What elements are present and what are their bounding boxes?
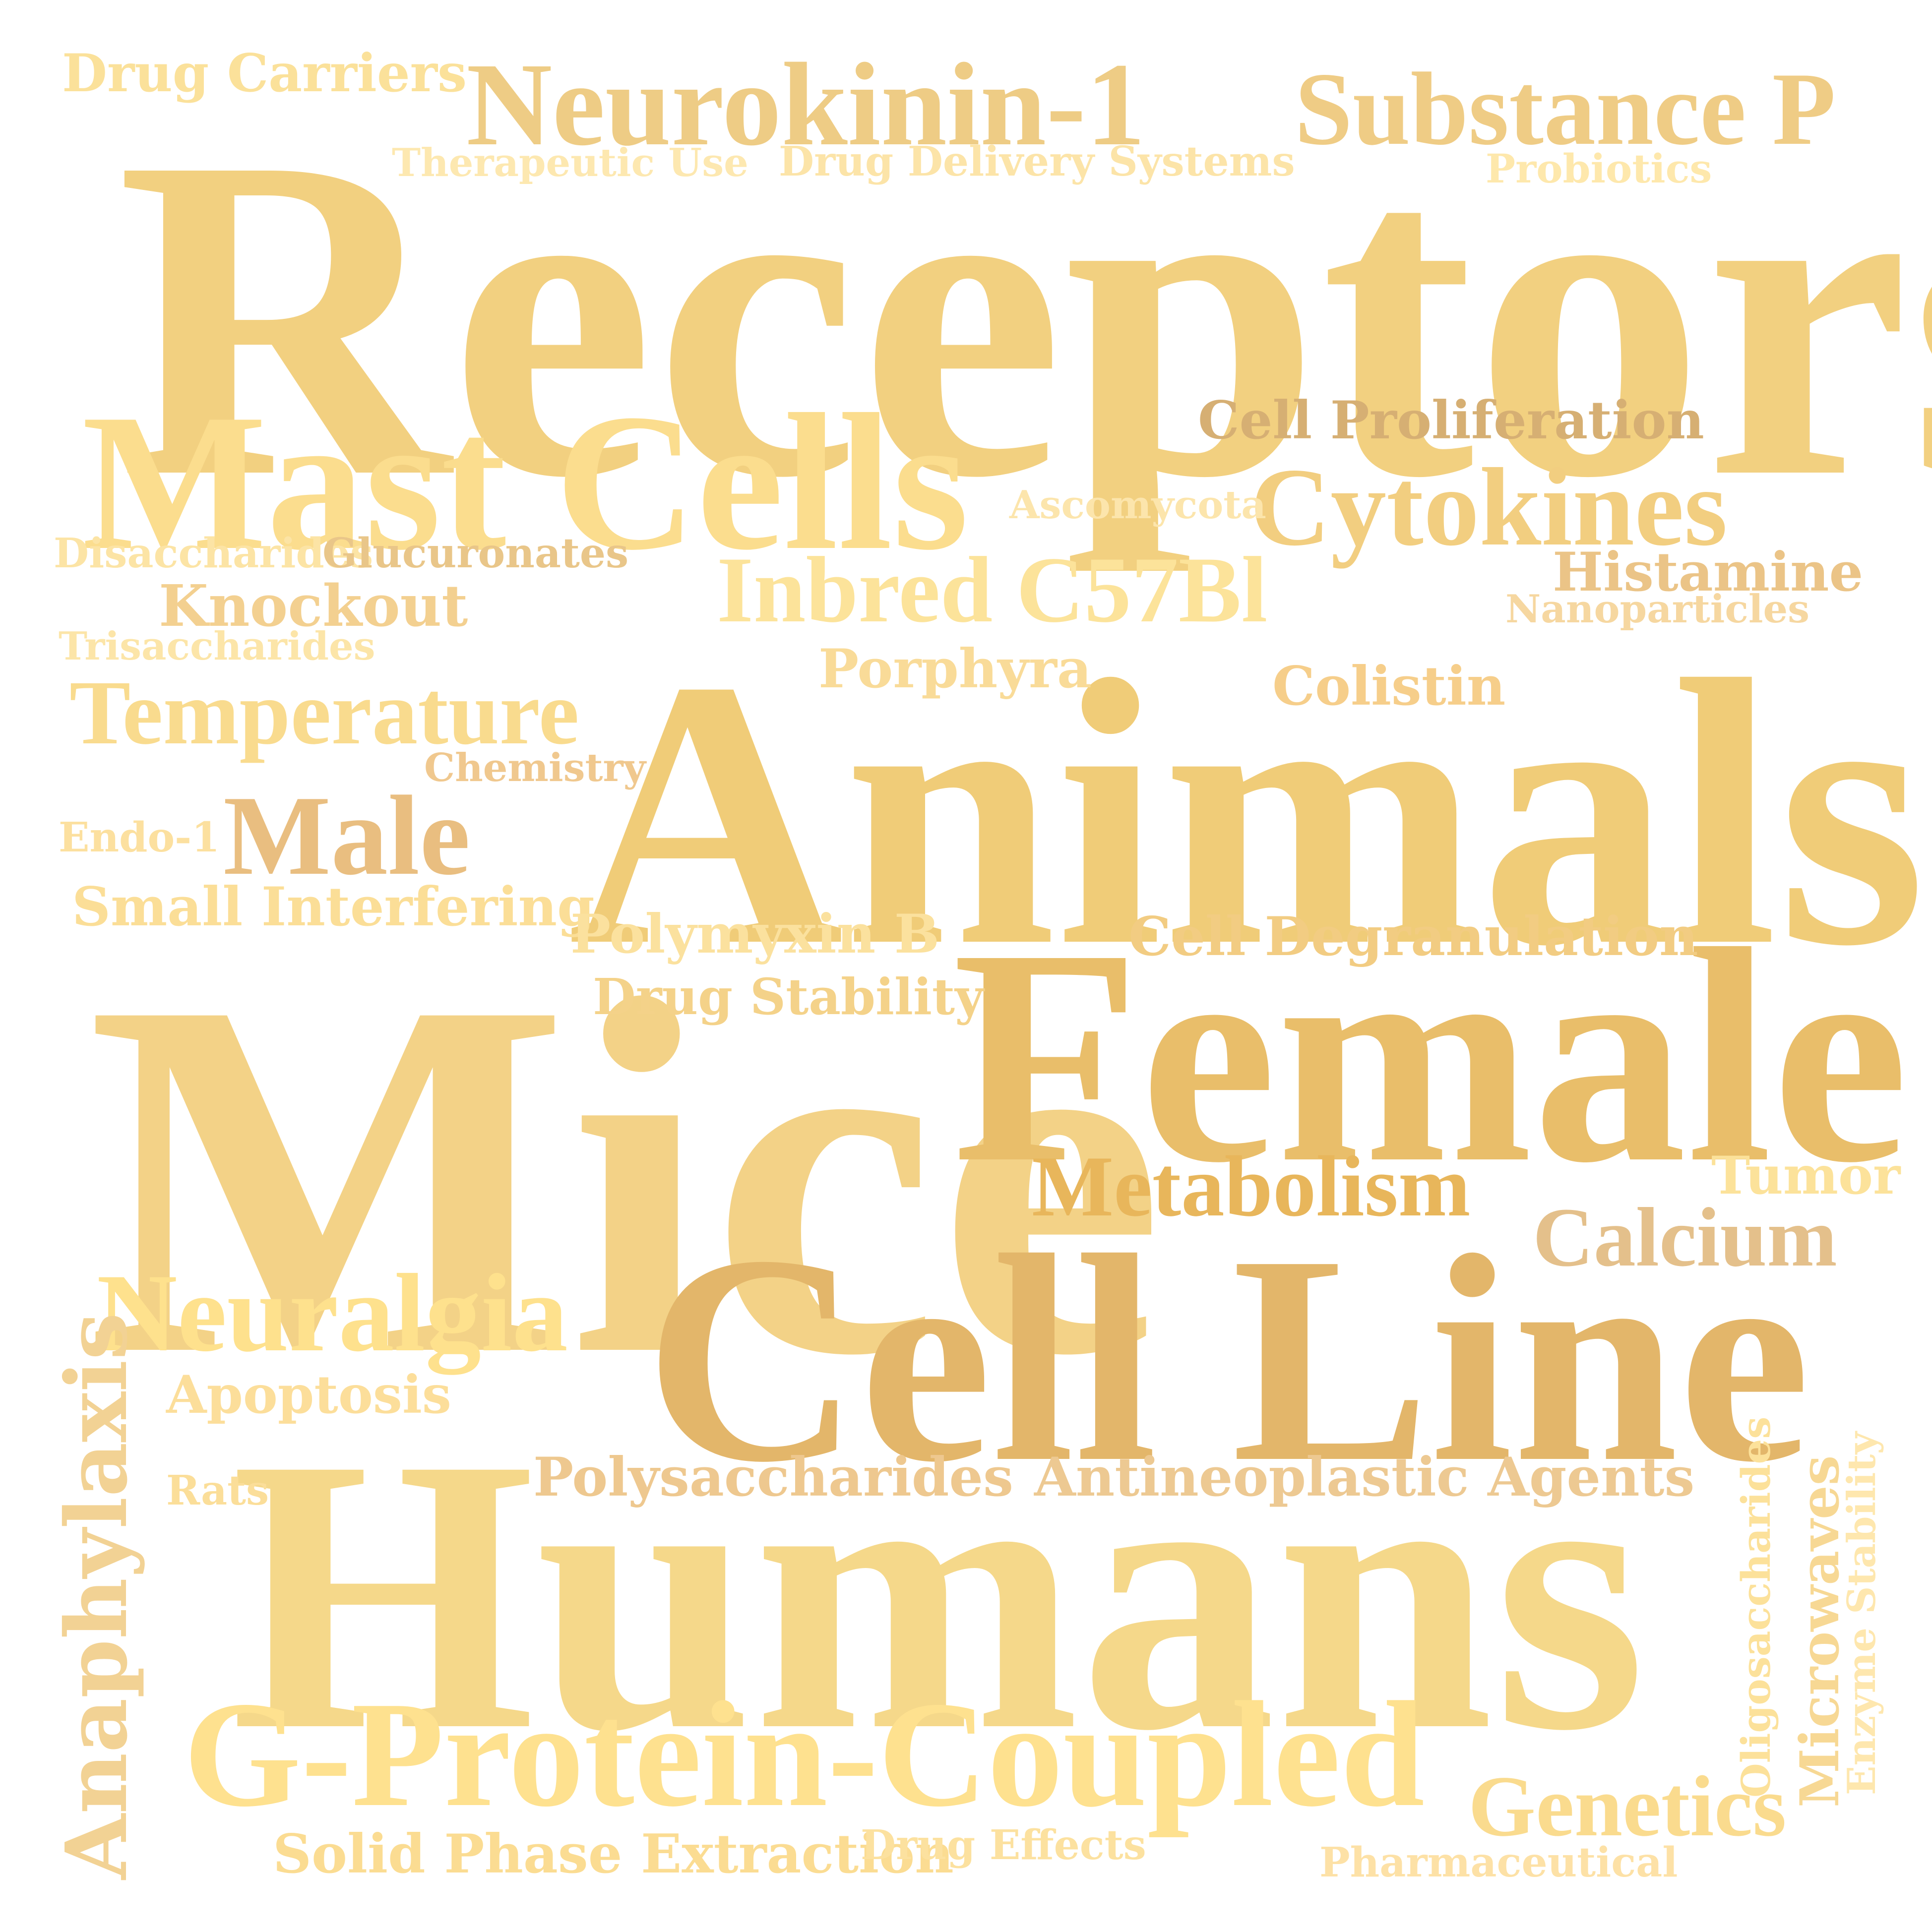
word-drug-effects: Drug Effects [861,1821,1146,1869]
word-cell-line: Cell Line [645,1194,1810,1523]
word-polymyxin-b: Polymyxin B [570,903,939,966]
word-inbred-c57bl: Inbred C57Bl [717,538,1268,642]
word-receptors: Receptors [117,62,1932,573]
word-histamine: Histamine [1553,541,1864,604]
word-probiotics: Probiotics [1486,145,1712,192]
word-ascomycota: Ascomycota [1009,483,1266,528]
word-enzyme-stability: Enzyme Stability [1839,1432,1884,1795]
word-small-interfering: Small Interfering [72,876,595,938]
word-disaccharides: Disaccharides [54,530,374,577]
word-endo-1: Endo-1 [59,814,220,861]
word-drug-carriers: Drug Carriers [62,42,467,104]
word-microwaves: Microwaves [1789,1455,1851,1808]
word-antineoplastic-agents: Antineoplastic Agents [1034,1446,1695,1509]
word-cell-degranulation: Cell Degranulation [1128,906,1698,968]
word-animals: Animals [568,602,1927,1025]
word-polysaccharides: Polysaccharides [533,1446,1013,1509]
word-trisaccharides: Trisaccharides [59,624,375,669]
word-colistin: Colistin [1272,655,1506,718]
word-glucuronates: Glucuronates [322,530,629,577]
word-anaphylaxis: Anaphylaxis [47,1312,146,1879]
word-drug-delivery-systems: Drug Delivery Systems [779,138,1295,185]
word-chemistry: Chemistry [424,745,646,790]
word-mast-cells: Mast Cells [82,374,969,591]
word-nanoparticles: Nanoparticles [1505,587,1810,632]
word-porphyra: Porphyra [818,638,1092,700]
word-g-protein-coupled: G-Protein-Coupled [184,1670,1425,1838]
word-drug-stability: Drug Stability [593,967,984,1026]
word-humans: Humans [231,1377,1646,1811]
word-neuralgia: Neuralgia [97,1251,568,1375]
word-metabolism: Metabolism [1032,1138,1471,1234]
word-mice: Mice [87,895,1165,1460]
word-calcium: Calcium [1533,1191,1837,1284]
word-rats: Rats [166,1467,269,1514]
word-female: Female [952,886,1909,1226]
word-male: Male [223,772,471,899]
word-pharmaceutical: Pharmaceutical [1319,1839,1678,1886]
word-cell-proliferation: Cell Proliferation [1198,389,1704,451]
word-knockout: Knockout [159,573,468,640]
word-cytokines: Cytokines [1250,445,1728,569]
word-oligosaccharides: Oligosaccharides [1733,1416,1779,1798]
word-temperature: Temperature [69,662,579,764]
word-neurokinin-1: Neurokinin-1 [466,38,1146,170]
word-therapeutic-use: Therapeutic Use [392,140,748,185]
word-genetics: Genetics [1468,1758,1787,1854]
word-tumor: Tumor [1711,1145,1901,1206]
word-substance-p: Substance P [1295,52,1836,167]
word-apoptosis: Apoptosis [166,1364,451,1425]
word-solid-phase-extraction: Solid Phase Extraction [273,1823,954,1885]
